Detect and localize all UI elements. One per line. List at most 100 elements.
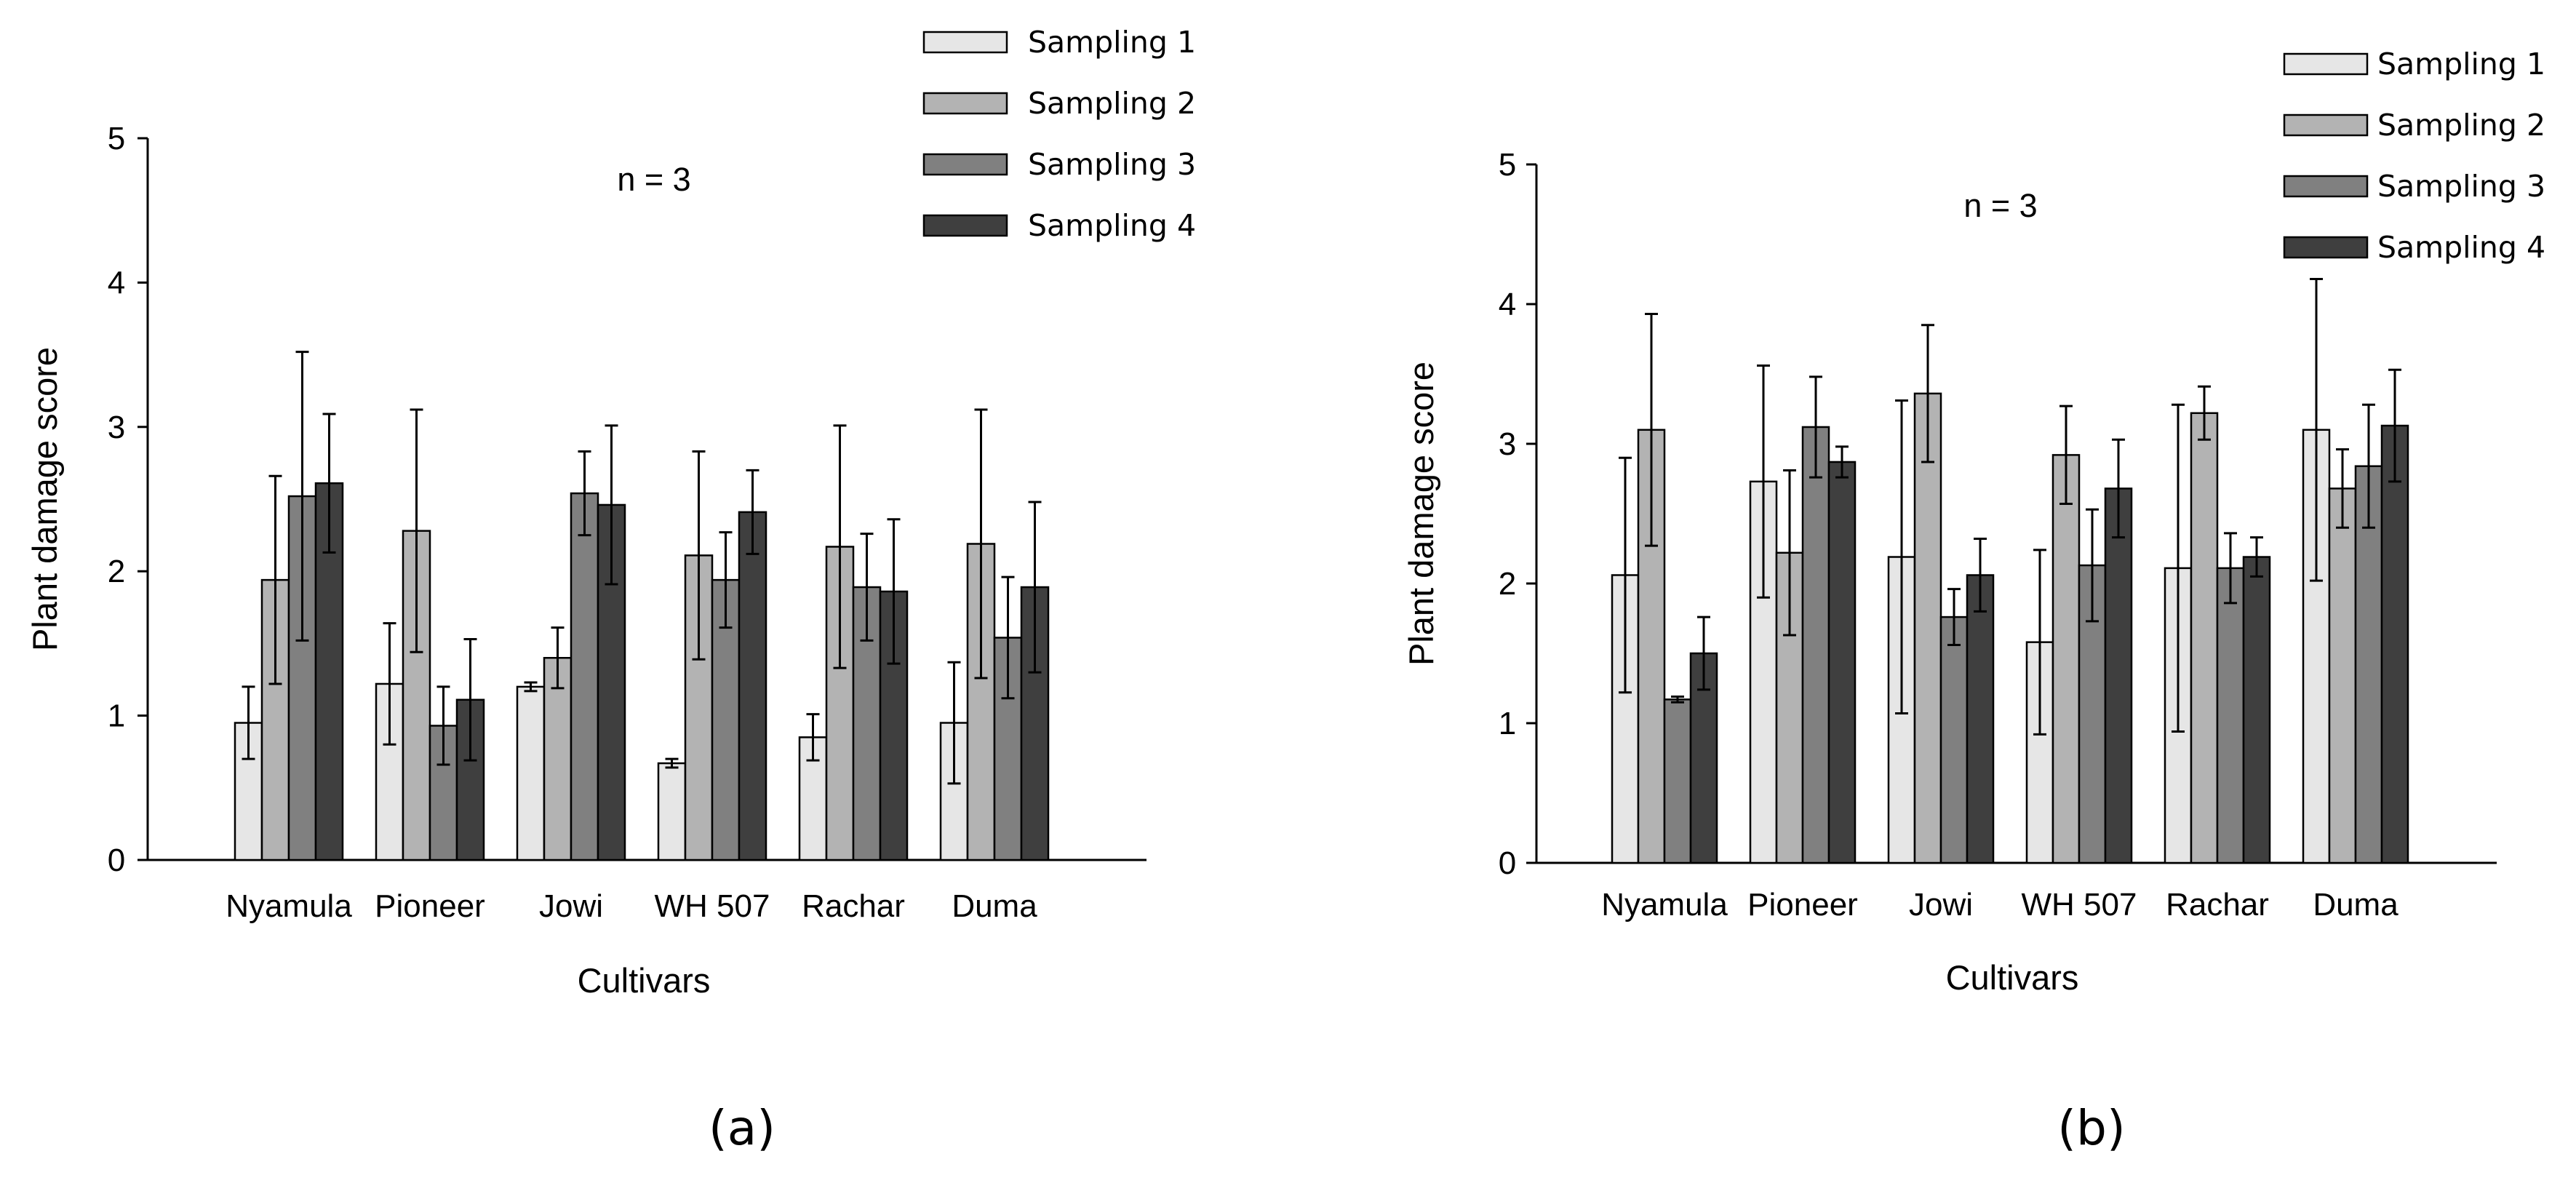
error-bar [887, 518, 901, 665]
y-tick-label: 3 [1499, 426, 1516, 462]
error-bar [1947, 588, 1961, 646]
x-axis-tick-labels: Nyamula Pioneer Jowi WH 507 Rachar Duma [226, 888, 1037, 924]
bar [657, 762, 687, 861]
bar [2328, 487, 2357, 864]
error-bar [1671, 696, 1684, 704]
y-tick-label: 4 [1499, 287, 1516, 322]
category-label: Jowi [539, 888, 603, 924]
legend-label: Sampling 1 [2377, 47, 2545, 81]
legend-label: Sampling 2 [2377, 108, 2545, 143]
bar [1663, 698, 1692, 864]
error-bar [947, 661, 961, 785]
error-bar [746, 469, 759, 555]
legend-swatch [922, 31, 1008, 54]
legend-label: Sampling 2 [1028, 86, 1196, 121]
error-bar [719, 531, 733, 629]
panel-label-a: (a) [709, 1100, 775, 1156]
y-axis-label: Plant damage score [25, 347, 64, 651]
panel-label-b: (b) [2057, 1100, 2125, 1156]
y-tick-label: 1 [108, 698, 125, 734]
error-bar [2224, 532, 2237, 605]
error-bar [268, 474, 282, 685]
legend-swatch [2283, 175, 2369, 198]
error-bar [1697, 616, 1710, 691]
bar [1913, 392, 1942, 864]
category-label: Pioneer [1747, 887, 1858, 923]
y-tick-label: 2 [1499, 566, 1516, 602]
y-axis-label: Plant damage score [1402, 362, 1440, 666]
error-bar [1921, 324, 1934, 463]
error-bar [833, 424, 847, 669]
category-label: Rachar [802, 888, 905, 924]
category-label: Duma [2313, 887, 2398, 923]
legend-swatch [922, 153, 1008, 176]
error-bar [692, 450, 706, 661]
legend-swatch [922, 214, 1008, 237]
category-label: Duma [952, 888, 1037, 924]
bar [2216, 567, 2245, 864]
category-label: Nyamula [1601, 887, 1728, 923]
error-bar [2362, 403, 2375, 529]
error-bar [1974, 538, 1987, 613]
bar [738, 511, 767, 861]
category-label: Nyamula [226, 888, 352, 924]
y-tick-label: 5 [108, 121, 125, 156]
error-bar [860, 533, 874, 642]
legend-swatch [2283, 236, 2369, 259]
y-tick-label: 0 [1499, 845, 1516, 881]
x-axis-label: Cultivars [1946, 958, 2079, 997]
bar [570, 492, 599, 861]
error-bar [605, 424, 618, 586]
y-tick-label: 0 [108, 843, 125, 878]
error-bar [806, 713, 820, 762]
bar [1966, 574, 1995, 864]
y-tick-label: 5 [1499, 147, 1516, 183]
error-bar [322, 413, 336, 554]
y-axis-ticks: 0 1 2 3 4 5 [108, 121, 148, 878]
x-axis-tick-labels: Nyamula Pioneer Jowi WH 507 Rachar Duma [1601, 887, 2398, 923]
error-bar [2336, 448, 2349, 529]
y-tick-label: 1 [1499, 706, 1516, 741]
error-bar [2388, 368, 2401, 483]
error-bar [463, 637, 477, 762]
error-bar [2172, 403, 2185, 733]
error-bar [551, 626, 565, 690]
bar-marks [1611, 277, 2409, 864]
bar-marks [234, 351, 1050, 861]
category-label: Rachar [2166, 887, 2269, 923]
chart-panel-b: 0 1 2 3 4 5 Nyamula Pioneer Jowi WH 507 Rachar Dum… [1402, 47, 2545, 1156]
bar [1939, 616, 1969, 864]
error-bar [1028, 501, 1042, 674]
error-bar [2198, 385, 2211, 441]
legend-label: Sampling 3 [2377, 169, 2545, 204]
legend-swatch [2283, 52, 2369, 76]
chart-panel-a: 0 1 2 3 4 5 Nyamula Pioneer Jowi WH 507 Rachar Dum… [25, 25, 1196, 1156]
error-bar [2310, 277, 2323, 582]
error-bar [665, 757, 679, 769]
category-label: Pioneer [375, 888, 485, 924]
error-bar [410, 408, 423, 653]
error-bar [1619, 456, 1632, 694]
y-tick-label: 4 [108, 265, 125, 300]
y-axis-ticks: 0 1 2 3 4 5 [1499, 147, 1536, 881]
legend-label: Sampling 1 [1028, 25, 1196, 60]
legend-swatch [2283, 113, 2369, 137]
bar [2051, 454, 2081, 864]
bar [428, 725, 458, 861]
error-bar [295, 351, 309, 642]
error-bar [974, 408, 988, 680]
error-bar [1835, 445, 1849, 479]
y-tick-label: 2 [108, 554, 125, 589]
sample-size-annotation: n = 3 [617, 161, 690, 198]
error-bar [2086, 508, 2099, 623]
error-bar [2250, 536, 2263, 578]
legend: Sampling 1 Sampling 2 Sampling 3 Sampling 4 [922, 25, 1196, 243]
category-label: WH 507 [2022, 887, 2137, 923]
bar [2242, 556, 2271, 864]
legend-label: Sampling 3 [1028, 147, 1196, 182]
error-bar [436, 685, 450, 766]
error-bar [578, 450, 591, 537]
legend: Sampling 1 Sampling 2 Sampling 3 Sampling 4 [2283, 47, 2545, 265]
error-bar [524, 681, 538, 693]
